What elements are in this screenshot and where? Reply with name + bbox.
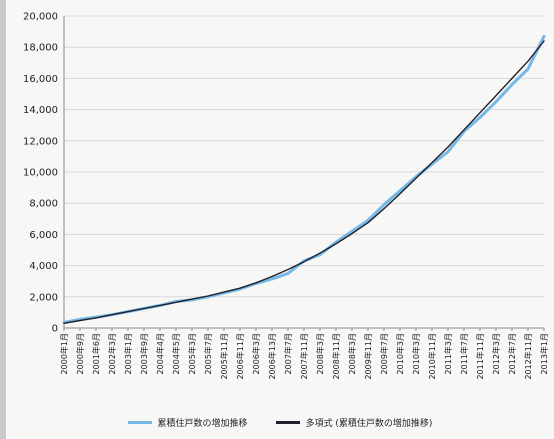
- x-tick-label: 2009年11月: [363, 333, 373, 380]
- x-tick-label: 2012年11月: [523, 333, 533, 380]
- y-tick-label: 10,000: [23, 168, 58, 179]
- y-tick-label: 14,000: [23, 105, 58, 116]
- x-tick-label: 2007年7月: [283, 333, 293, 374]
- legend-label-trend: 多項式 (累積住戸数の増加推移): [305, 418, 433, 429]
- x-tick-label: 2005年7月: [203, 333, 213, 374]
- legend-item-actual: 累積住戸数の増加推移: [127, 416, 248, 429]
- x-tick-label: 2010年11月: [427, 333, 437, 380]
- x-tick-label: 2012年3月: [491, 333, 501, 374]
- gridlines: [64, 15, 544, 329]
- x-tick-labels: 2000年1月 2000年9月 2001年6月 2002年3月 2003年1月 2003年…: [59, 333, 549, 380]
- x-tick-label: 2005年3月: [187, 333, 197, 374]
- legend: 累積住戸数の増加推移 多項式 (累積住戸数の増加推移): [6, 412, 554, 432]
- x-tick-label: 2009年7月: [379, 333, 389, 374]
- x-tick-label: 2000年1月: [59, 333, 69, 374]
- x-tick-label: 2010年3月: [411, 333, 421, 374]
- x-tick-label: 2006年11月: [235, 333, 245, 380]
- x-tick-label: 2011年3月: [443, 333, 453, 374]
- legend-label-actual: 累積住戸数の増加推移: [157, 418, 248, 429]
- x-tick-label: 2012年7月: [507, 333, 517, 374]
- line-chart: 0 2,000 4,000 6,000 8,000 10,000 12,000 14,000 1…: [23, 12, 549, 380]
- axes: [63, 16, 545, 331]
- y-tick-label: 8,000: [29, 199, 58, 210]
- x-tick-label: 2010年3月: [395, 333, 405, 374]
- x-tick-label: 2000年9月: [75, 333, 85, 374]
- x-tick-label: 2006年13月: [267, 333, 277, 380]
- legend-item-trend: 多項式 (累積住戸数の増加推移): [275, 416, 433, 429]
- y-tick-label: 2,000: [29, 292, 58, 303]
- x-tick-label: 2008年11月: [331, 333, 341, 380]
- x-tick-label: 2005年11月: [219, 333, 229, 380]
- x-tick-label: 2002年3月: [107, 333, 117, 374]
- y-tick-labels: 0 2,000 4,000 6,000 8,000 10,000 12,000 14,000 1…: [23, 12, 58, 335]
- y-tick-label: 18,000: [23, 43, 58, 54]
- y-tick-label: 0: [52, 324, 58, 335]
- x-tick-label: 2007年11月: [299, 333, 309, 380]
- y-tick-label: 6,000: [29, 230, 58, 241]
- chart-frame: 0 2,000 4,000 6,000 8,000 10,000 12,000 14,000 1…: [6, 0, 554, 439]
- x-tick-label: 2004年4月: [155, 333, 165, 374]
- series-line-trend: [63, 40, 545, 324]
- x-tick-label: 2008年3月: [315, 333, 325, 374]
- x-tick-label: 2001年6月: [91, 333, 101, 374]
- y-tick-label: 4,000: [29, 261, 58, 272]
- x-tick-label: 2004年5月: [171, 333, 181, 374]
- series-line-actual: [62, 34, 546, 324]
- legend-swatch-actual: [127, 420, 152, 424]
- x-tick-label: 2011年7月: [459, 333, 469, 374]
- y-tick-label: 12,000: [23, 136, 58, 147]
- y-tick-label: 20,000: [23, 12, 58, 23]
- x-tick-label: 2003年1月: [123, 333, 133, 374]
- series-lines: [62, 34, 546, 324]
- x-tick-label: 2008年3月: [347, 333, 357, 374]
- x-tick-label: 2003年9月: [139, 333, 149, 374]
- y-tick-label: 16,000: [23, 74, 58, 85]
- x-tick-label: 2006年3月: [251, 333, 261, 374]
- legend-swatch-trend: [275, 420, 300, 424]
- x-tick-label: 2011年11月: [475, 333, 485, 380]
- x-tick-label: 2013年1月: [539, 333, 549, 374]
